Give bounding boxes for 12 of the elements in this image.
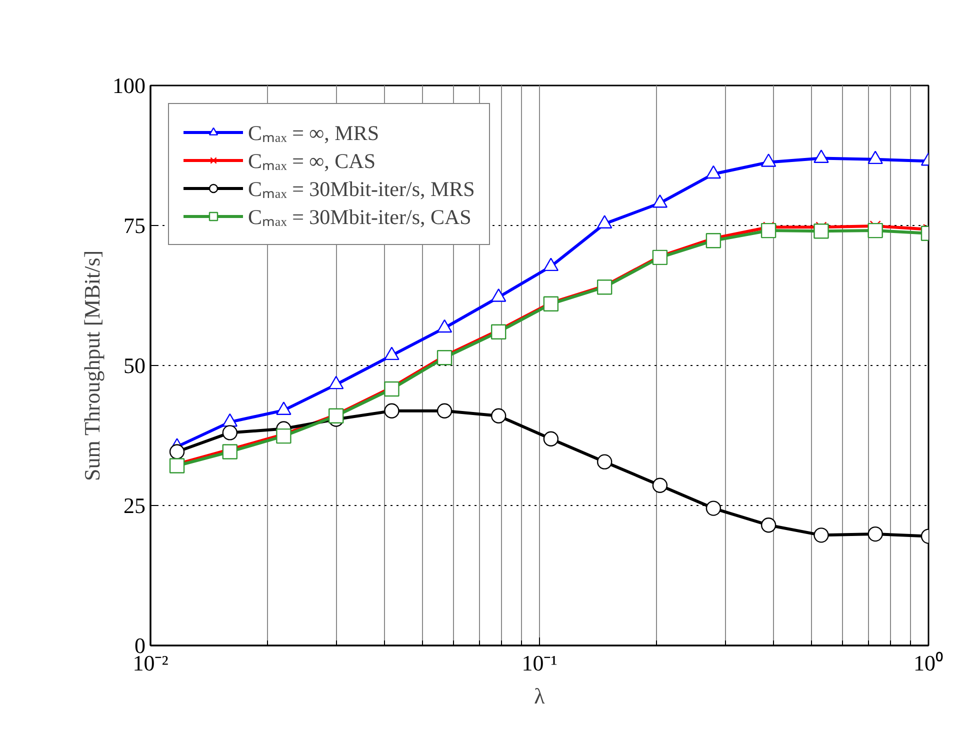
y-tick-label: 25 [124, 493, 146, 518]
y-tick-label: 75 [124, 213, 146, 238]
legend-label: Cₘₐₓ = 30Mbit-iter/s, CAS [248, 204, 472, 230]
y-tick-label: 100 [112, 73, 146, 98]
x-axis-title: λ [534, 684, 546, 708]
legend-label: Cₘₐₓ = ∞, MRS [248, 120, 380, 146]
legend-label: Cₘₐₓ = ∞, CAS [248, 148, 376, 174]
x-tick-label: 10⁻¹ [522, 650, 558, 676]
y-axis-title: Sum Throughput [MBit/s] [80, 250, 104, 482]
y-tick-label: 50 [124, 353, 146, 378]
legend-label: Cₘₐₓ = 30Mbit-iter/s, MRS [248, 176, 475, 202]
x-tick-label: 10⁰ [914, 650, 944, 676]
